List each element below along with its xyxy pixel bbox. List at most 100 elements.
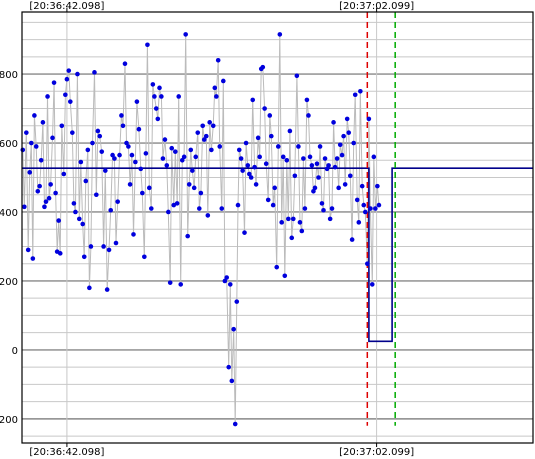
data-point <box>24 130 29 135</box>
data-point <box>108 207 114 213</box>
data-point <box>314 161 320 167</box>
data-point <box>99 149 105 154</box>
data-point <box>307 154 313 160</box>
data-point <box>344 116 350 122</box>
data-point <box>80 221 86 227</box>
data-point <box>126 144 131 149</box>
data-point <box>352 92 358 98</box>
data-point <box>205 213 211 218</box>
data-point <box>287 128 293 134</box>
data-point <box>201 137 207 142</box>
data-point <box>321 207 326 213</box>
mean-line-path <box>22 167 533 343</box>
data-point <box>188 147 194 153</box>
x-tick-label-bottom: [20:37:02.099] <box>339 447 414 458</box>
data-point <box>131 232 136 237</box>
data-point <box>185 233 190 239</box>
data-point <box>146 185 152 191</box>
data-point <box>88 244 94 249</box>
data-point <box>236 147 242 153</box>
data-point <box>324 166 330 172</box>
data-point <box>198 190 204 196</box>
data-point <box>42 204 47 210</box>
data-point <box>120 123 126 129</box>
data-point <box>327 216 333 222</box>
data-point <box>240 168 245 173</box>
data-point <box>35 188 41 194</box>
data-point <box>22 204 27 210</box>
data-point <box>59 123 65 129</box>
data-point <box>103 168 108 173</box>
data-point <box>347 173 353 179</box>
data-point <box>229 378 235 384</box>
y-tick-label: 400 <box>0 208 18 219</box>
data-point <box>245 163 251 168</box>
data-point <box>191 185 197 191</box>
x-tick-label-top: [20:37:02.099] <box>339 1 414 12</box>
data-point <box>337 142 343 148</box>
data-point <box>85 147 91 153</box>
plot-frame <box>21 11 534 444</box>
data-point <box>277 32 283 37</box>
data-point <box>127 182 133 187</box>
data-point <box>20 147 26 153</box>
data-point <box>45 94 50 99</box>
data-point <box>224 275 230 280</box>
data-point <box>53 190 58 196</box>
y-axis-labels: -200 0 200 400 600 800 <box>0 70 18 426</box>
data-points <box>20 32 382 427</box>
data-point <box>365 261 370 267</box>
data-point <box>331 120 336 125</box>
y-tick-label: 200 <box>0 277 18 288</box>
data-point <box>221 78 226 84</box>
data-point <box>28 140 34 146</box>
data-point <box>66 68 72 73</box>
data-point <box>235 202 241 208</box>
data-point <box>349 237 355 242</box>
data-point <box>173 149 178 154</box>
data-point <box>160 156 166 161</box>
data-point <box>342 182 348 187</box>
data-point <box>140 190 145 196</box>
mean-line <box>22 167 533 343</box>
data-point <box>369 282 375 287</box>
data-point <box>306 113 311 118</box>
data-point <box>212 85 218 91</box>
data-point <box>71 201 77 206</box>
data-point <box>166 209 171 215</box>
data-point <box>142 254 147 260</box>
data-point <box>136 126 142 132</box>
data-point <box>152 94 157 99</box>
data-point <box>371 154 377 160</box>
data-point <box>359 183 365 189</box>
data-point <box>292 173 298 179</box>
data-point <box>30 256 36 261</box>
data-point <box>101 244 106 249</box>
data-point <box>32 113 37 118</box>
data-point <box>265 197 271 203</box>
data-point <box>312 185 318 191</box>
data-point <box>267 113 273 118</box>
data-point <box>326 163 331 168</box>
data-point <box>124 140 129 146</box>
x-tick-label-bottom: [20:36:42.098] <box>29 447 104 458</box>
data-point <box>197 206 202 211</box>
x-tick-label-top: [20:36:42.098] <box>29 1 104 12</box>
data-point <box>183 32 188 37</box>
data-point <box>87 285 92 291</box>
data-point <box>56 218 61 223</box>
data-point <box>190 168 195 173</box>
data-point <box>297 220 303 225</box>
data-point <box>339 152 345 158</box>
data-point <box>227 282 233 287</box>
data-point <box>195 130 201 135</box>
data-point <box>64 76 70 82</box>
data-point <box>296 144 301 149</box>
data-point <box>217 144 223 149</box>
data-point <box>247 171 252 177</box>
data-point <box>274 264 280 270</box>
data-point <box>178 282 184 287</box>
data-point <box>319 201 325 206</box>
data-point <box>129 152 135 158</box>
data-point <box>286 216 291 222</box>
